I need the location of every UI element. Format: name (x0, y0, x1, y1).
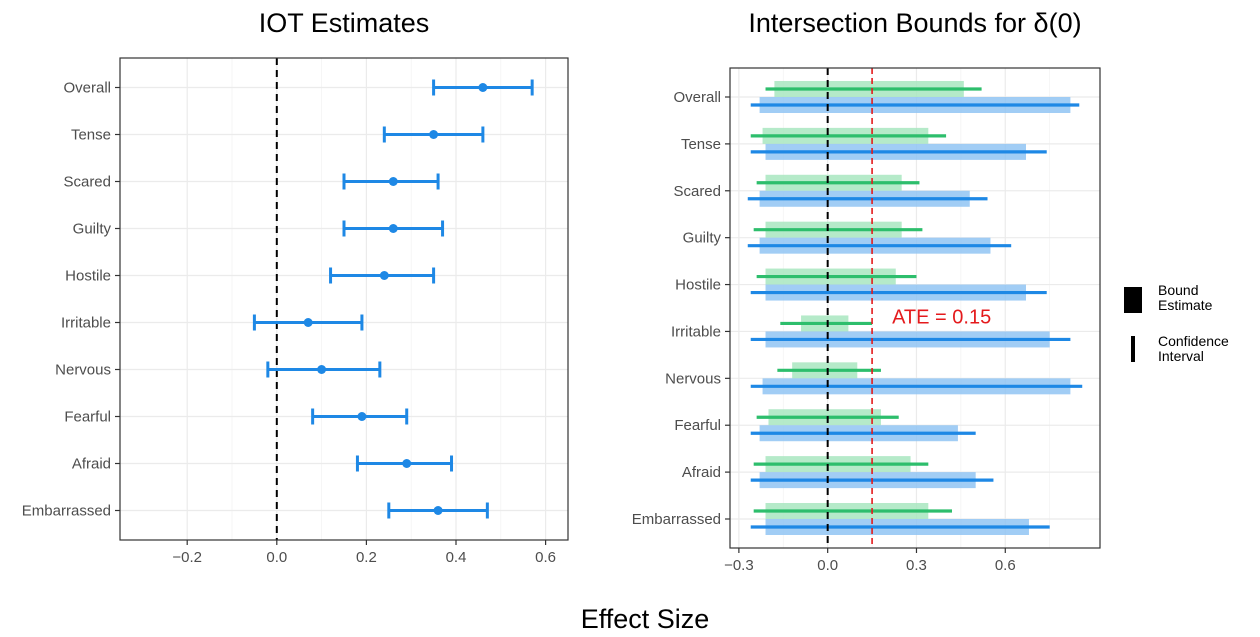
legend-bound-label-line1: Bound (1158, 282, 1198, 298)
intersection-bounds-panel: Overall Tense Scared Guilty Hostile Irritable… (632, 8, 1100, 574)
iot-x-tick-label: 0.0 (266, 549, 287, 566)
bounds-y-tick-label: Afraid (682, 464, 721, 481)
bounds-chart-title: Intersection Bounds for δ(0) (748, 8, 1081, 38)
iot-y-tick-labels: Overall Tense Scared Guilty Hostile Irritable… (22, 80, 120, 520)
bounds-x-tick-label: 0.0 (817, 557, 838, 574)
legend-confidence-interval-swatch (1131, 336, 1135, 362)
iot-y-tick-label: Tense (71, 127, 111, 144)
iot-y-tick-label: Nervous (55, 362, 111, 379)
legend: Bound Estimate Confidence Interval (1124, 282, 1229, 364)
iot-point-estimate (389, 224, 398, 233)
iot-y-tick-label: Hostile (65, 268, 111, 285)
iot-estimates-panel: Overall Tense Scared Guilty Hostile Irritable… (22, 8, 568, 566)
iot-point-estimate (389, 177, 398, 186)
legend-ci-label-line1: Confidence (1158, 333, 1229, 349)
iot-point-estimate (380, 271, 389, 280)
iot-y-tick-label: Guilty (73, 221, 112, 238)
bounds-y-tick-label: Embarrassed (632, 511, 721, 528)
iot-y-tick-label: Afraid (72, 456, 111, 473)
iot-y-tick-label: Embarrassed (22, 503, 111, 520)
iot-x-tick-label: −0.2 (172, 549, 202, 566)
legend-bound-label-line2: Estimate (1158, 297, 1213, 313)
bounds-y-tick-label: Guilty (683, 230, 722, 247)
iot-y-tick-label: Overall (63, 80, 111, 97)
iot-point-estimate (317, 365, 326, 374)
bounds-y-tick-label: Scared (673, 183, 721, 200)
iot-point-estimate (434, 506, 443, 515)
bounds-x-tick-label: −0.3 (724, 557, 754, 574)
shared-x-axis-label: Effect Size (581, 604, 710, 634)
bounds-x-tick-labels: −0.3 0.0 0.3 0.6 (724, 548, 1016, 574)
bounds-y-tick-label: Nervous (665, 370, 721, 387)
iot-point-estimate (402, 459, 411, 468)
iot-x-tick-label: 0.6 (535, 549, 556, 566)
iot-y-tick-label: Fearful (64, 409, 111, 426)
bounds-y-tick-label: Overall (673, 89, 721, 106)
iot-x-tick-label: 0.4 (446, 549, 467, 566)
iot-point-estimate (304, 318, 313, 327)
iot-x-tick-labels: −0.2 0.0 0.2 0.4 0.6 (172, 540, 556, 566)
bounds-y-tick-label: Irritable (671, 323, 721, 340)
iot-point-estimate (429, 130, 438, 139)
bounds-y-tick-labels: Overall Tense Scared Guilty Hostile Irritable… (632, 89, 730, 528)
legend-bound-estimate-swatch (1124, 287, 1142, 313)
iot-y-tick-label: Irritable (61, 315, 111, 332)
bounds-x-tick-label: 0.6 (995, 557, 1016, 574)
iot-y-tick-label: Scared (63, 174, 111, 191)
ate-annotation: ATE = 0.15 (892, 306, 991, 328)
iot-x-tick-label: 0.2 (356, 549, 377, 566)
iot-chart-title: IOT Estimates (259, 8, 430, 38)
iot-point-estimate (478, 83, 487, 92)
bounds-x-tick-label: 0.3 (906, 557, 927, 574)
bounds-y-tick-label: Hostile (675, 277, 721, 294)
bounds-y-tick-label: Tense (681, 136, 721, 153)
iot-point-estimate (357, 412, 366, 421)
bounds-y-tick-label: Fearful (674, 417, 721, 434)
legend-ci-label-line2: Interval (1158, 348, 1204, 364)
